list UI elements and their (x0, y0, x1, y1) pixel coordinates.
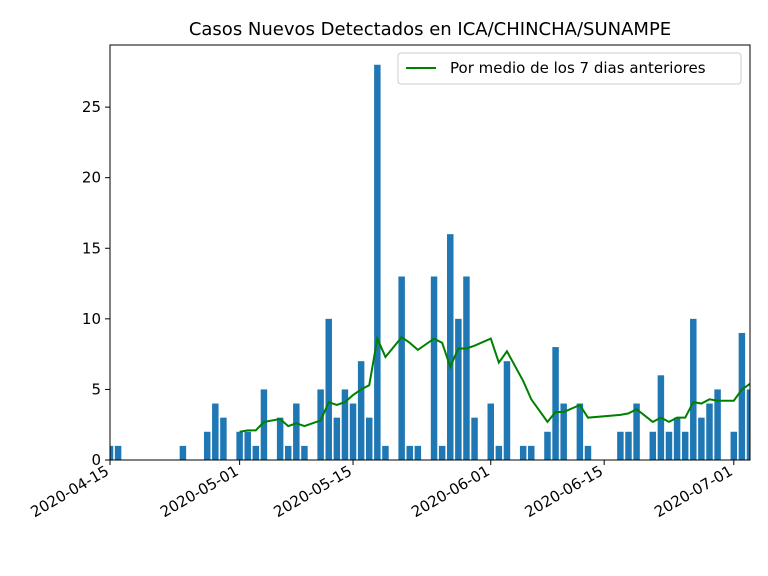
y-tick-label: 20 (82, 169, 101, 187)
line (239, 335, 750, 433)
bar (746, 389, 750, 460)
bar (503, 361, 511, 460)
bar (487, 403, 494, 460)
bar (293, 403, 300, 460)
bar (665, 431, 673, 460)
bar (374, 64, 381, 460)
bar (463, 276, 470, 460)
plot-area (110, 64, 750, 460)
bar (706, 403, 713, 460)
bar (455, 318, 462, 460)
bar (406, 445, 413, 460)
bar (519, 445, 527, 460)
bar (414, 445, 422, 460)
bar (260, 389, 268, 460)
bar (333, 417, 341, 460)
bar (430, 276, 438, 460)
bar (212, 403, 219, 460)
legend-label: Por medio de los 7 dias anteriores (450, 59, 706, 77)
bar (617, 431, 624, 460)
bar (357, 361, 365, 460)
bar (649, 431, 657, 460)
bar (398, 276, 405, 460)
y-tick-label: 0 (91, 451, 101, 469)
bar (698, 417, 705, 460)
bar (552, 347, 559, 460)
y-tick-label: 10 (82, 310, 101, 328)
chart-title: Casos Nuevos Detectados en ICA/CHINCHA/S… (189, 19, 671, 40)
bar (301, 445, 308, 460)
bar (341, 389, 349, 460)
bar (110, 445, 114, 460)
bar (471, 417, 478, 460)
y-tick-label: 15 (82, 239, 101, 257)
y-tick-label: 5 (91, 380, 101, 398)
bar (447, 234, 454, 460)
bar (714, 389, 721, 460)
axes-frame (109, 44, 751, 461)
bar (738, 332, 746, 460)
bar (528, 445, 535, 460)
bar (584, 445, 592, 460)
bar (690, 318, 697, 460)
bar (633, 403, 640, 460)
bar (284, 445, 292, 460)
bar (114, 445, 122, 460)
y-tick-label: 25 (82, 98, 101, 116)
bar (366, 417, 373, 460)
bar (220, 417, 227, 460)
bar (244, 431, 251, 460)
bar (625, 431, 632, 460)
bar (325, 318, 332, 460)
legend-box (397, 52, 742, 85)
bar (438, 445, 446, 460)
bar (495, 445, 503, 460)
bar (236, 431, 243, 460)
bar (673, 417, 681, 460)
bar (544, 431, 551, 460)
bar (252, 445, 260, 460)
bar (560, 403, 567, 460)
bar (382, 445, 389, 460)
bar (730, 431, 738, 460)
bar (576, 403, 584, 460)
bar (203, 431, 211, 460)
bar (276, 417, 284, 460)
bar (179, 445, 187, 460)
bar (681, 431, 689, 460)
bar (317, 389, 324, 460)
bar (349, 403, 357, 460)
